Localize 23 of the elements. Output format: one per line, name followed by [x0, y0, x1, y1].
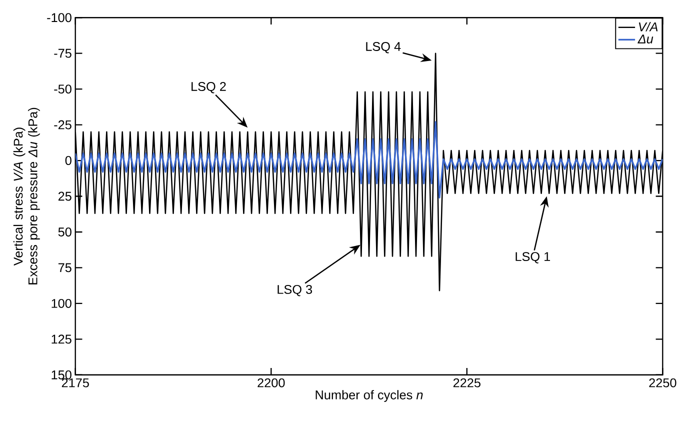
- x-tick-label: 2225: [453, 378, 480, 388]
- y-tick-label: 125: [52, 334, 72, 344]
- x-tick-label: 2200: [258, 378, 285, 388]
- annotation: LSQ 2: [192, 82, 226, 94]
- y-tick-label: 50: [58, 228, 72, 237]
- line-series: [75, 121, 663, 199]
- annotation: LSQ 1: [516, 252, 550, 264]
- y-tick-label: -75: [54, 49, 72, 58]
- y-tick-label: 150: [52, 370, 72, 380]
- y-tick-label: -25: [54, 120, 72, 130]
- y-tick-label: -100: [47, 13, 72, 22]
- x-tick-label: 2175: [62, 378, 89, 388]
- annotation: LSQ 4: [366, 42, 401, 54]
- y-tick-label: -50: [54, 84, 72, 94]
- legend-label: Δu: [638, 34, 654, 44]
- y-tick-label: 25: [58, 192, 72, 201]
- y-tick-label: 0: [65, 156, 72, 166]
- x-axis-title: Number of cycles n: [316, 390, 423, 402]
- y-tick-label: 100: [52, 299, 72, 308]
- x-tick-label: 2250: [649, 378, 676, 388]
- annotation: LSQ 3: [278, 285, 312, 296]
- y-tick-label: 75: [58, 263, 72, 272]
- legend-label: V/A: [638, 22, 658, 32]
